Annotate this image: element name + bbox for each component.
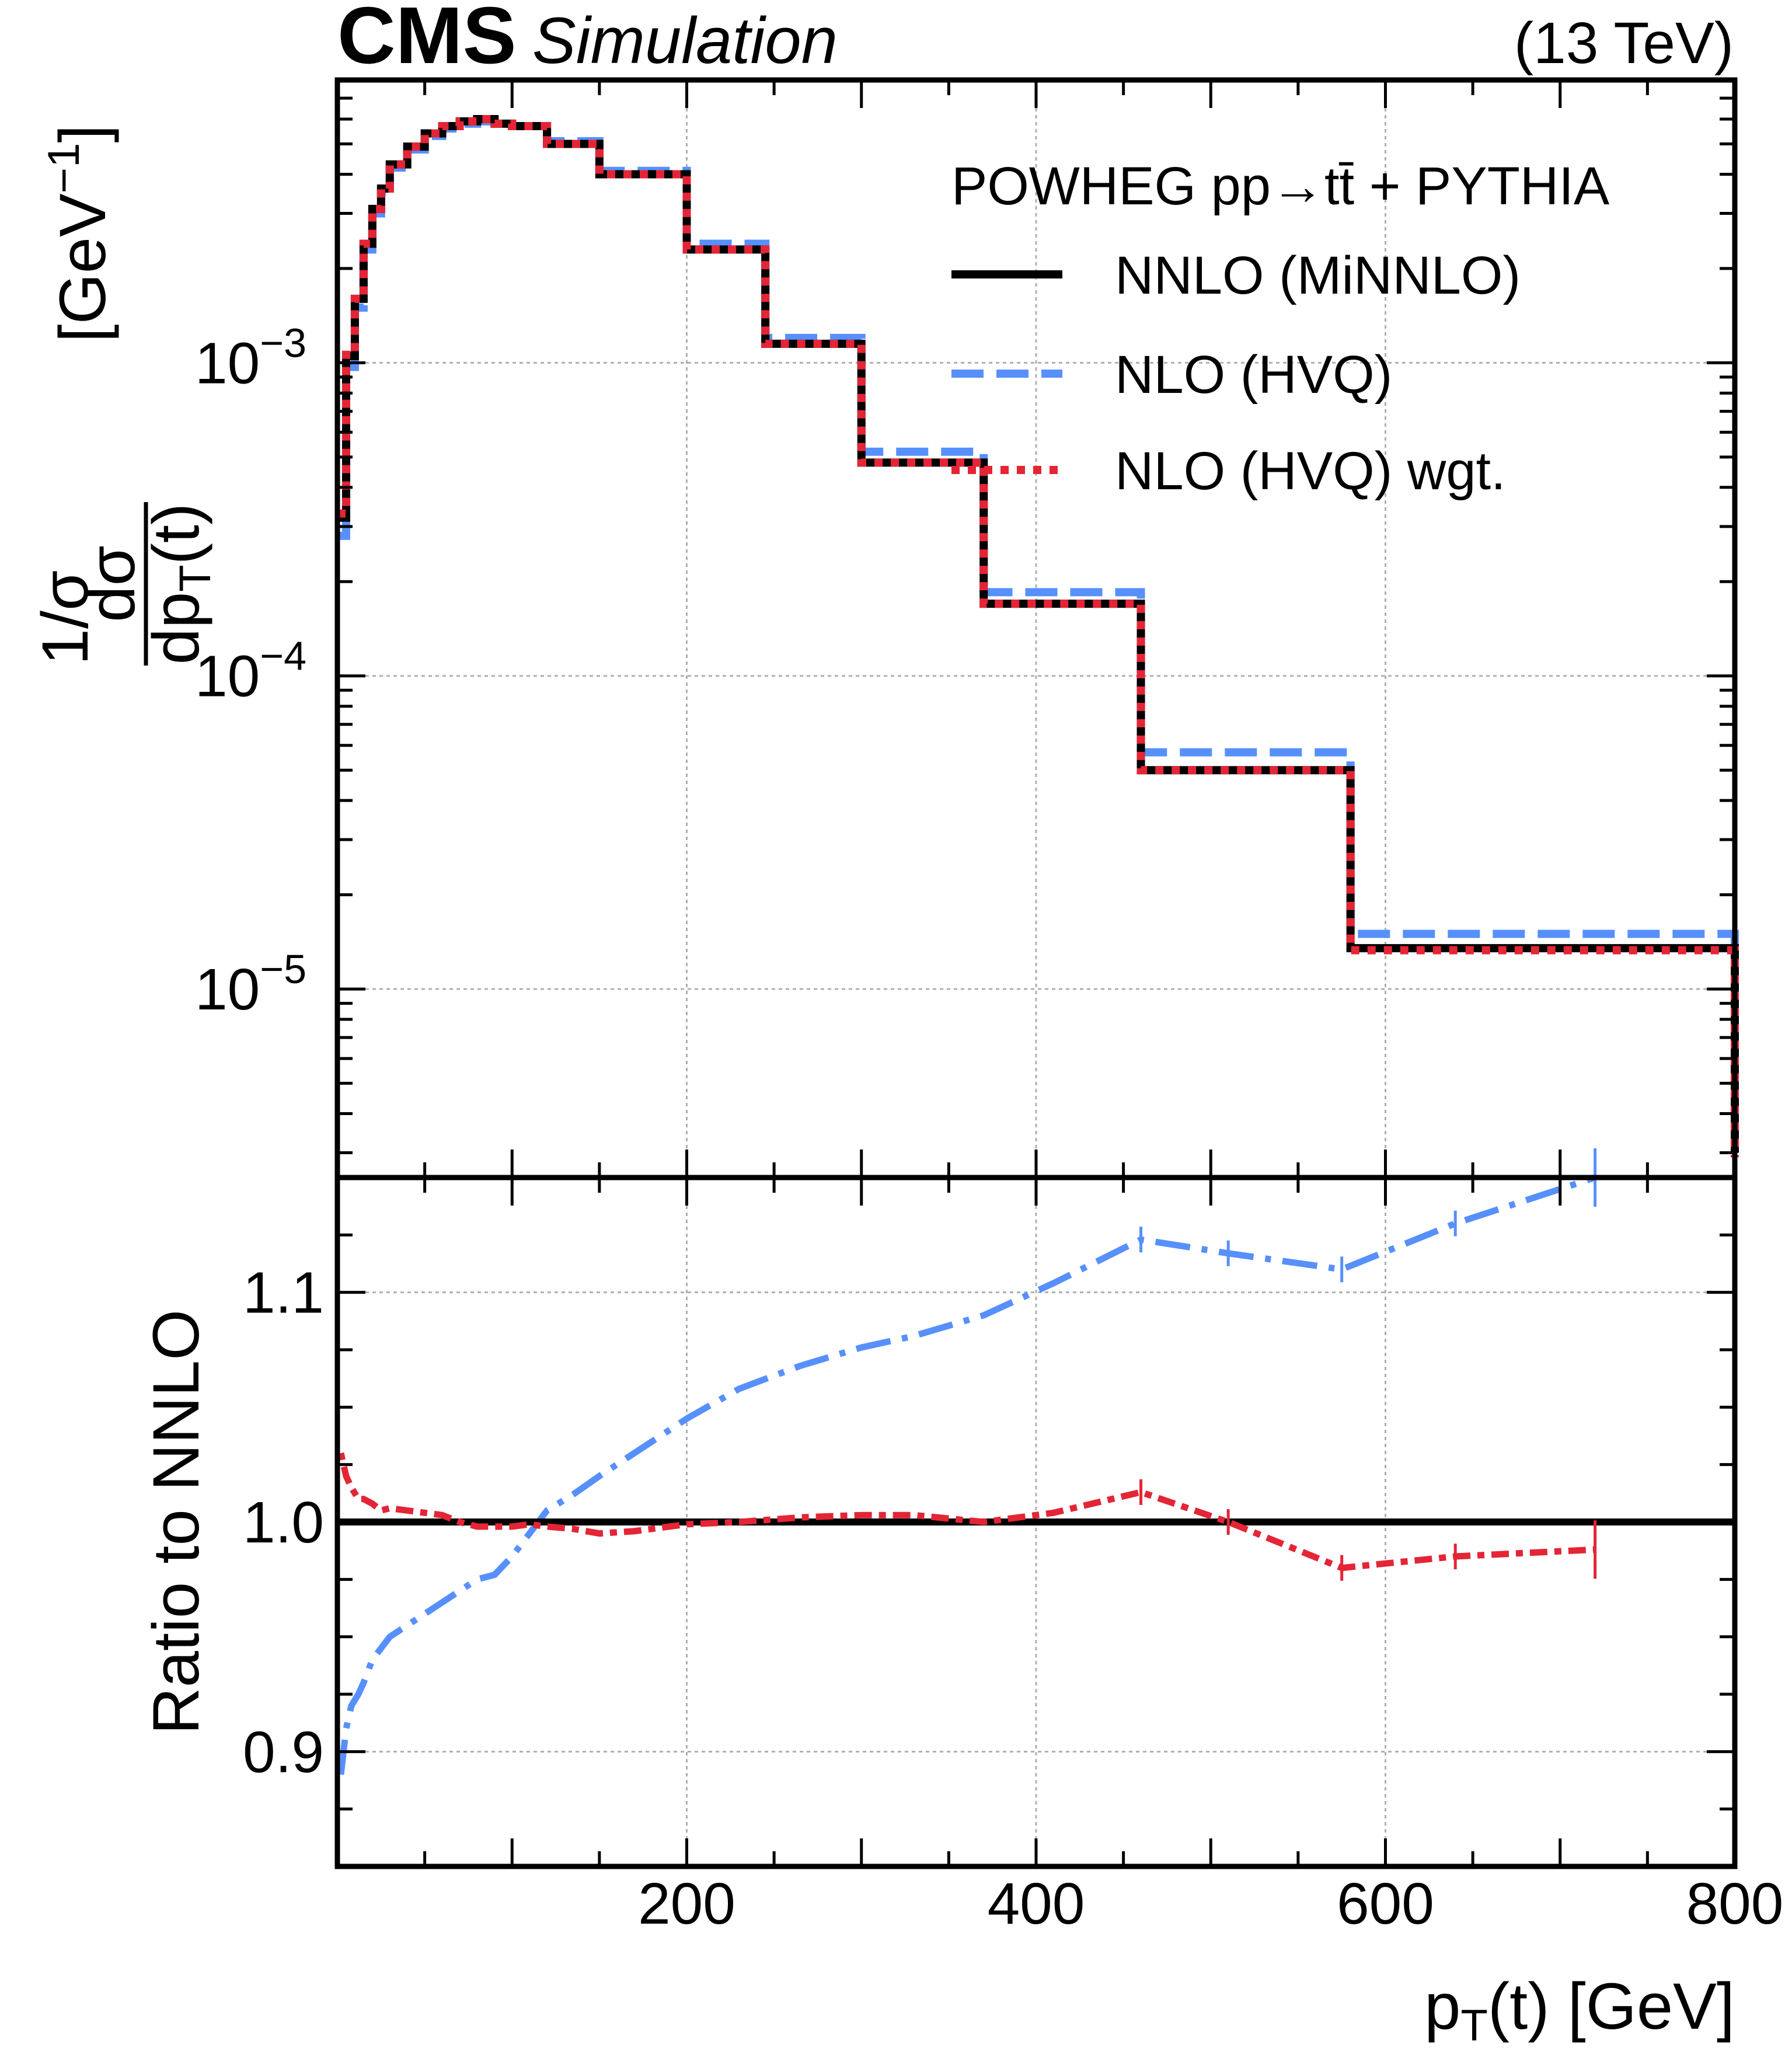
bottom-ticks: 200 400 600 800 0.9 1.0 1.1 [243, 1176, 1784, 1936]
top-ylabel: 1/σ [29, 570, 102, 666]
tick-mantissa: 10 [195, 644, 260, 709]
tick-mantissa: 10 [195, 330, 260, 396]
bottom-y-tick-label: 0.9 [243, 1719, 324, 1785]
ratio-series-nlo [337, 1174, 1596, 1775]
top-y-tick-label: 10−3 [195, 320, 306, 396]
legend-entry-nlo-wgt: NLO (HVQ) wgt. [951, 441, 1506, 501]
legend-label-nlo-wgt: NLO (HVQ) wgt. [1115, 441, 1506, 501]
top-plot-area [337, 115, 1739, 1158]
legend: POWHEG pp→tt̄ + PYTHIA NNLO (MiNNLO) NLO… [951, 156, 1610, 501]
svg-text:pT(t) [GeV]: pT(t) [GeV] [1424, 1970, 1735, 2048]
bottom-ylabel: Ratio to NNLO [140, 1309, 212, 1734]
simulation-label: Simulation [532, 4, 838, 77]
top-y-tick-label: 10−4 [195, 633, 306, 709]
x-tick-label: 600 [1337, 1871, 1434, 1936]
svg-text:dσ: dσ [75, 545, 148, 622]
top-grid [337, 80, 1735, 1178]
top-y-tick-label: 10−5 [195, 946, 306, 1022]
legend-label-nnlo: NNLO (MiNNLO) [1115, 246, 1521, 305]
tick-mantissa: 10 [195, 957, 260, 1022]
x-tick-label: 800 [1686, 1871, 1784, 1936]
legend-label-nlo: NLO (HVQ) [1115, 345, 1392, 405]
svg-text:1/σ: 1/σ [29, 570, 102, 666]
legend-entry-nlo: NLO (HVQ) [951, 345, 1392, 405]
top-panel: 10−310−410−5 [195, 77, 1739, 1180]
tick-exponent: −3 [260, 320, 306, 365]
x-tick-label: 200 [638, 1871, 735, 1936]
bottom-y-tick-label: 1.1 [243, 1260, 324, 1326]
top-ylabel-prefix: 1/σ [29, 570, 102, 666]
ratio-series-nlo-wgt [337, 1452, 1595, 1572]
energy-label: (13 TeV) [1514, 11, 1734, 76]
svg-text:dpT(t): dpT(t) [140, 503, 220, 665]
cms-label: CMS [337, 0, 517, 81]
legend-entry-nnlo: NNLO (MiNNLO) [951, 246, 1521, 305]
tick-exponent: −4 [260, 633, 306, 679]
top-series-nlo-wgt [337, 115, 1739, 1158]
svg-text:[GeV−1]: [GeV−1] [39, 124, 119, 342]
top-ticks: 10−310−410−5 [195, 78, 1737, 1178]
bottom-plot-area [337, 1148, 1735, 1775]
bottom-panel: 200 400 600 800 0.9 1.0 1.1 [243, 1148, 1783, 1936]
top-ylabel-unit: [GeV−1] [39, 124, 119, 342]
x-axis-title: pT(t) [GeV] [1424, 1970, 1735, 2048]
tick-exponent: −5 [260, 946, 306, 992]
bottom-y-tick-label: 1.0 [243, 1490, 324, 1555]
legend-title: POWHEG pp→tt̄ + PYTHIA [951, 156, 1610, 216]
x-tick-label: 400 [988, 1871, 1085, 1936]
bottom-frame [334, 1175, 1738, 1869]
